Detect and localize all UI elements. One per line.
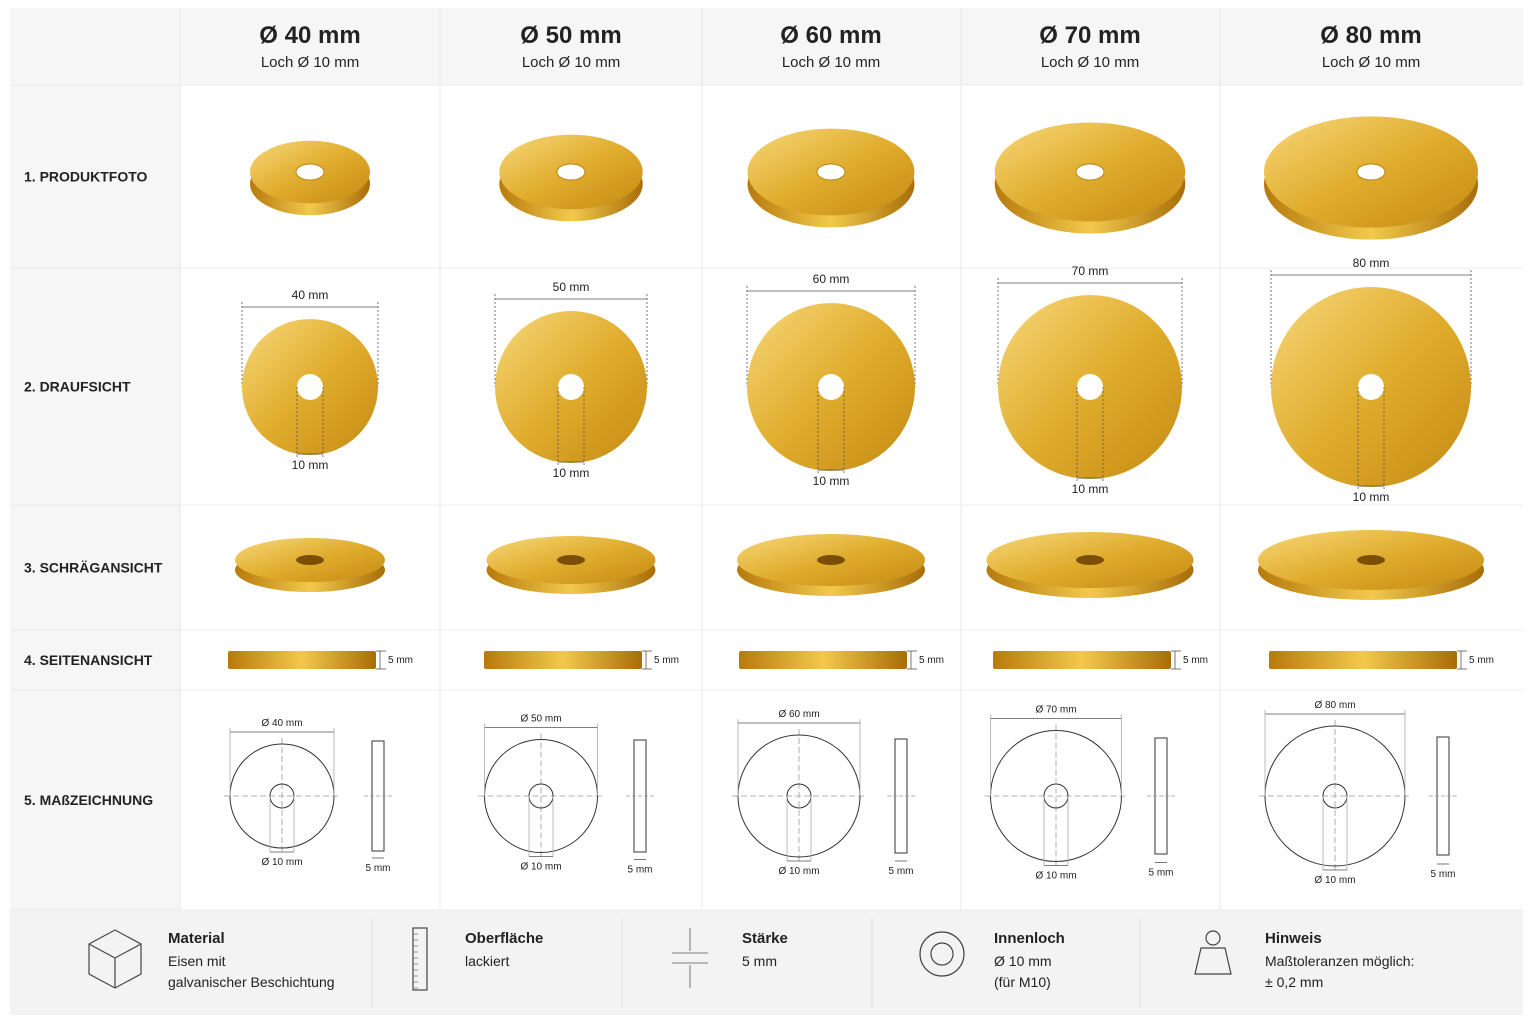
disc-hole [1077,374,1103,400]
disc-hole [296,555,324,565]
disc-hole [818,374,844,400]
dimension-label: 5 mm [366,863,391,874]
dimension-label: 5 mm [628,865,653,876]
dimension-label: 10 mm [1072,482,1109,496]
icon-ruler [412,927,428,991]
dimension-label: 5 mm [654,655,679,666]
footer-title: Innenloch [994,930,1065,947]
footer-title: Stärke [742,930,788,947]
disc-side [993,651,1171,669]
footer-line: (für M10) [994,974,1051,990]
column-title: Ø 60 mm [780,22,881,49]
icon-weight [1194,947,1232,975]
footer-title: Oberfläche [465,930,543,947]
row-label: 4. SEITENANSICHT [24,652,153,668]
icon-cube [88,929,142,989]
disc-side [484,651,642,669]
disc-hole [817,555,845,565]
footer-line: galvanischer Beschichtung [168,974,335,990]
dimension-label: 50 mm [553,280,590,294]
column-subtitle: Loch Ø 10 mm [1041,54,1139,71]
disc-side [1269,651,1457,669]
dimension-label: 5 mm [1149,868,1174,879]
footer-line: Maßtoleranzen möglich: [1265,953,1414,969]
row-label: 3. SCHRÄGANSICHT [24,560,163,576]
dimension-label: Ø 70 mm [1035,705,1076,716]
disc-hole [1076,555,1104,565]
dimension-label: 5 mm [388,655,413,666]
disc-hole [295,163,325,181]
dimension-label: 5 mm [1469,655,1494,666]
dimension-label: 10 mm [1353,490,1390,504]
dimension-label: Ø 10 mm [1035,871,1076,882]
label-column [10,85,180,910]
column-title: Ø 50 mm [520,22,621,49]
column-subtitle: Loch Ø 10 mm [1322,54,1420,71]
header-band [10,8,1523,85]
dimension-label: 60 mm [813,272,850,286]
disc-side [739,651,907,669]
footer-title: Hinweis [1265,930,1322,947]
row-label: 2. DRAUFSICHT [24,379,131,395]
footer-band [10,910,1523,1015]
dimension-label: 70 mm [1072,264,1109,278]
dimension-label: 80 mm [1353,256,1390,270]
icon-ring [919,931,965,977]
dimension-label: Ø 10 mm [1314,875,1355,886]
row-label: 1. PRODUKTFOTO [24,169,148,185]
column-title: Ø 80 mm [1320,22,1421,49]
disc-hole [816,163,846,181]
disc-hole [1358,374,1384,400]
dimension-label: Ø 10 mm [778,866,819,877]
column-title: Ø 70 mm [1039,22,1140,49]
dimension-label: 10 mm [553,466,590,480]
disc-hole [558,374,584,400]
footer-line: Eisen mit [168,953,226,969]
dimension-label: 10 mm [292,458,329,472]
dimension-label: Ø 50 mm [520,714,561,725]
dimension-label: Ø 10 mm [261,857,302,868]
disc-hole [1075,163,1105,181]
disc-hole [556,163,586,181]
dimension-label: Ø 10 mm [520,862,561,873]
disc-side [228,651,376,669]
dimension-label: Ø 60 mm [778,709,819,720]
column-subtitle: Loch Ø 10 mm [261,54,359,71]
dimension-label: 5 mm [889,866,914,877]
disc-hole [1356,163,1386,181]
dimension-label: Ø 80 mm [1314,700,1355,711]
dimension-label: 10 mm [813,474,850,488]
footer-line: lackiert [465,953,509,969]
icon-weight [1205,930,1221,946]
footer-line: Ø 10 mm [994,953,1052,969]
disc-hole [297,374,323,400]
column-title: Ø 40 mm [259,22,360,49]
footer-line: 5 mm [742,953,777,969]
footer-title: Material [168,930,225,947]
row-label: 5. MAßZEICHNUNG [24,792,153,808]
dimension-label: Ø 40 mm [261,718,302,729]
disc-hole [557,555,585,565]
dimension-label: 5 mm [1431,869,1456,880]
icon-ring [930,942,954,966]
column-subtitle: Loch Ø 10 mm [782,54,880,71]
footer-line: ± 0,2 mm [1265,974,1323,990]
column-subtitle: Loch Ø 10 mm [522,54,620,71]
dimension-label: 5 mm [1183,655,1208,666]
dimension-label: 5 mm [919,655,944,666]
dimension-label: 40 mm [292,288,329,302]
disc-hole [1357,555,1385,565]
content: 1. PRODUKTFOTO 2. DRAUFSICHT 3. SCHRÄGANSI… [10,8,1523,1008]
